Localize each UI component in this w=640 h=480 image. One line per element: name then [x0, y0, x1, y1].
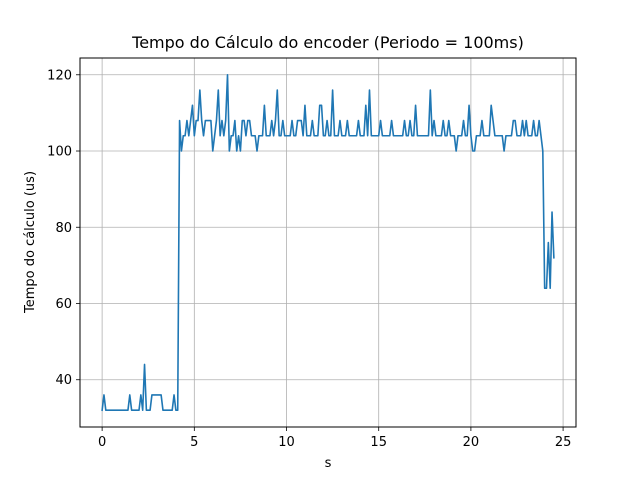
chart-title: Tempo do Cálculo do encoder (Periodo = 1… [131, 33, 524, 52]
y-tick-label: 40 [55, 373, 72, 388]
x-tick-label: 25 [555, 435, 572, 450]
series-layer [101, 73, 555, 412]
y-tick-label: 60 [55, 297, 72, 312]
y-axis-label: Tempo do cálculo (us) [23, 171, 38, 314]
x-axis-label: s [325, 456, 332, 471]
x-tick-label: 5 [190, 435, 198, 450]
grid [80, 58, 576, 427]
x-tick-label: 20 [463, 435, 480, 450]
x-tick-label: 10 [278, 435, 295, 450]
ticks: 0 5 10 15 20 25 40 60 80 100 120 [47, 68, 571, 450]
y-tick-label: 100 [47, 145, 72, 160]
y-tick-label: 120 [47, 68, 72, 83]
plot-frame [79, 57, 577, 428]
x-tick-label: 15 [370, 435, 387, 450]
y-tick-label: 80 [55, 221, 72, 236]
x-tick-label: 0 [98, 435, 106, 450]
series-line-0 [101, 73, 555, 412]
